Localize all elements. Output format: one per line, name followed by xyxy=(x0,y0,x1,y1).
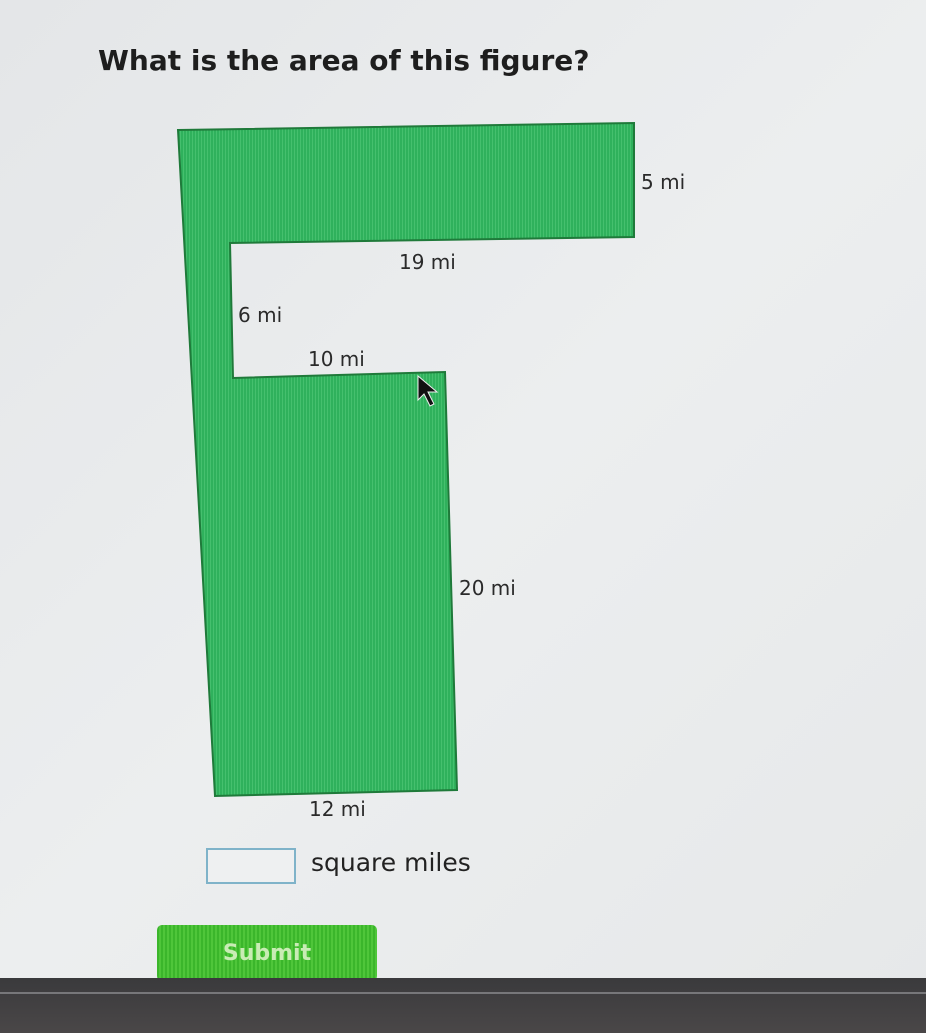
question-text: What is the area of this figure? xyxy=(98,44,590,77)
monitor-bezel xyxy=(0,978,926,1033)
figure-shape xyxy=(176,121,635,798)
area-answer-input[interactable] xyxy=(206,848,296,884)
submit-button[interactable]: Submit xyxy=(157,925,377,981)
unit-label: square miles xyxy=(311,848,471,877)
label-notch-height: 6 mi xyxy=(238,303,283,327)
composite-figure xyxy=(176,121,635,798)
label-right-height: 20 mi xyxy=(459,576,516,600)
label-top-width: 19 mi xyxy=(399,250,456,274)
label-top-height: 5 mi xyxy=(641,170,686,194)
cursor-icon xyxy=(417,374,439,407)
label-bottom-width: 12 mi xyxy=(309,797,366,821)
label-notch-width: 10 mi xyxy=(308,347,365,371)
